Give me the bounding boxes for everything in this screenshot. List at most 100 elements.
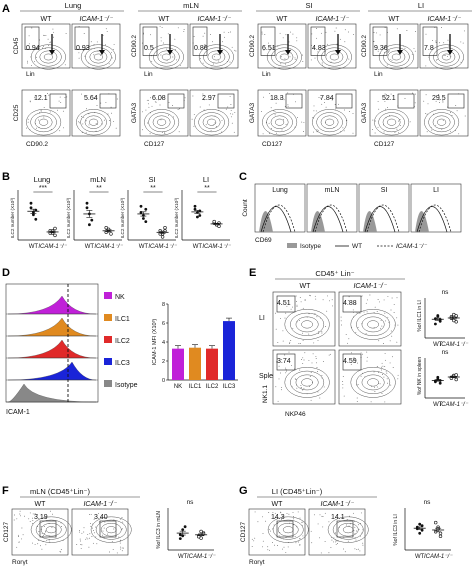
flow-event-dot [356, 397, 358, 399]
flow-event-dot [202, 62, 204, 64]
flow-event-dot [123, 547, 124, 549]
flow-event-dot [63, 127, 64, 129]
flow-event-dot [212, 63, 214, 65]
flow-event-dot [333, 541, 335, 543]
flow-contour [279, 53, 289, 61]
flow-event-dot [311, 362, 313, 364]
flow-event-dot [352, 113, 354, 115]
flow-event-dot [322, 526, 324, 528]
flow-event-dot [278, 535, 280, 537]
flow-event-dot [281, 386, 283, 388]
ko-data-point [53, 226, 57, 231]
flow-event-dot [380, 369, 382, 371]
chart-title: LI [203, 175, 209, 184]
x-tick-label: ICAM-1⁻/⁻ [440, 342, 469, 348]
flow-event-dot [378, 372, 380, 373]
ko-data-point [53, 233, 57, 238]
flow-contour [378, 112, 405, 133]
flow-event-dot [435, 100, 437, 102]
flow-event-dot [308, 359, 310, 361]
flow-event-dot [31, 64, 32, 66]
flow-event-dot [289, 343, 291, 344]
histogram-3 [7, 361, 97, 381]
flow-event-dot [323, 386, 325, 388]
flow-event-dot [179, 64, 181, 66]
flow-event-dot [311, 44, 313, 46]
flow-event-dot [264, 34, 266, 35]
flow-event-dot [387, 295, 389, 297]
flow-event-dot [378, 340, 380, 342]
flow-event-dot [317, 371, 319, 372]
flow-event-dot [324, 512, 326, 514]
ko-data-point [199, 529, 203, 534]
flow-event-dot [377, 299, 379, 300]
gate-percent: 4.88 [343, 300, 357, 307]
panel-b: B Lung ILC2 number (X10³) *** WT ICAM-1⁻/⁻ mL… [0, 170, 237, 260]
ko-histogram [262, 204, 296, 233]
flow-event-dot [273, 110, 275, 112]
flow-event-dot [113, 43, 115, 45]
flow-event-dot [313, 514, 315, 516]
flow-event-dot [391, 335, 393, 337]
gate-percent: 6.08 [152, 95, 166, 102]
flow-event-dot [301, 359, 303, 360]
wt-data-point [436, 375, 440, 379]
flow-contour [30, 112, 57, 133]
flow-event-dot [79, 538, 81, 540]
ko-data-point [434, 520, 438, 525]
row1-x-axis-label: Lin [374, 71, 383, 78]
flow-event-dot [321, 103, 323, 105]
flow-contour [337, 523, 359, 537]
flow-contour [90, 516, 132, 543]
flow-event-dot [59, 96, 61, 98]
flow-event-dot [396, 128, 398, 130]
flow-event-dot [354, 548, 356, 550]
x-tick-label: ILC2 [206, 384, 219, 390]
flow-event-dot [216, 126, 217, 128]
flow-contour [271, 47, 298, 67]
x-tick-label: WT [85, 244, 95, 250]
panel-e-letter: E [249, 267, 256, 279]
flow-event-dot [45, 531, 47, 533]
flow-event-dot [91, 536, 93, 537]
flow-event-dot [360, 352, 362, 354]
flow-event-dot [293, 518, 295, 520]
x-tick-label: ILC3 [223, 384, 236, 390]
flow-event-dot [49, 510, 51, 512]
flow-event-dot [391, 59, 393, 61]
panel-f-letter: F [2, 485, 9, 497]
flow-event-dot [282, 37, 284, 39]
flow-event-dot [462, 42, 464, 44]
flow-contour [89, 118, 99, 126]
flow-contour [194, 109, 230, 136]
flow-event-dot [300, 342, 301, 344]
flow-event-dot [300, 385, 302, 387]
histogram-title: SI [381, 187, 388, 194]
flow-event-dot [383, 299, 385, 301]
significance-label: *** [39, 185, 47, 192]
flow-event-dot [288, 513, 290, 515]
flow-event-dot [279, 372, 281, 374]
flow-event-dot [160, 119, 162, 121]
gate-box [217, 93, 235, 109]
flow-event-dot [230, 113, 231, 115]
x-tick-label: WT [29, 244, 39, 250]
flow-event-dot [76, 544, 78, 545]
flow-event-dot [284, 58, 286, 60]
flow-event-dot [218, 60, 220, 62]
flow-event-dot [103, 119, 105, 121]
flow-event-dot [270, 128, 272, 129]
y-axis-label: ILC2 number (X10³) [10, 197, 15, 238]
flow-event-dot [352, 132, 354, 134]
flow-contour [350, 367, 396, 398]
ilc2-chart-0: Lung ILC2 number (X10³) *** WT ICAM-1⁻/⁻ [10, 175, 68, 250]
flow-event-dot [64, 64, 66, 66]
flow-event-dot [380, 320, 382, 322]
flow-event-dot [282, 340, 284, 342]
flow-event-dot [390, 93, 392, 95]
flow-event-dot [342, 383, 344, 385]
flow-event-dot [389, 114, 390, 116]
flow-event-dot [317, 523, 319, 525]
flow-event-dot [147, 103, 149, 105]
